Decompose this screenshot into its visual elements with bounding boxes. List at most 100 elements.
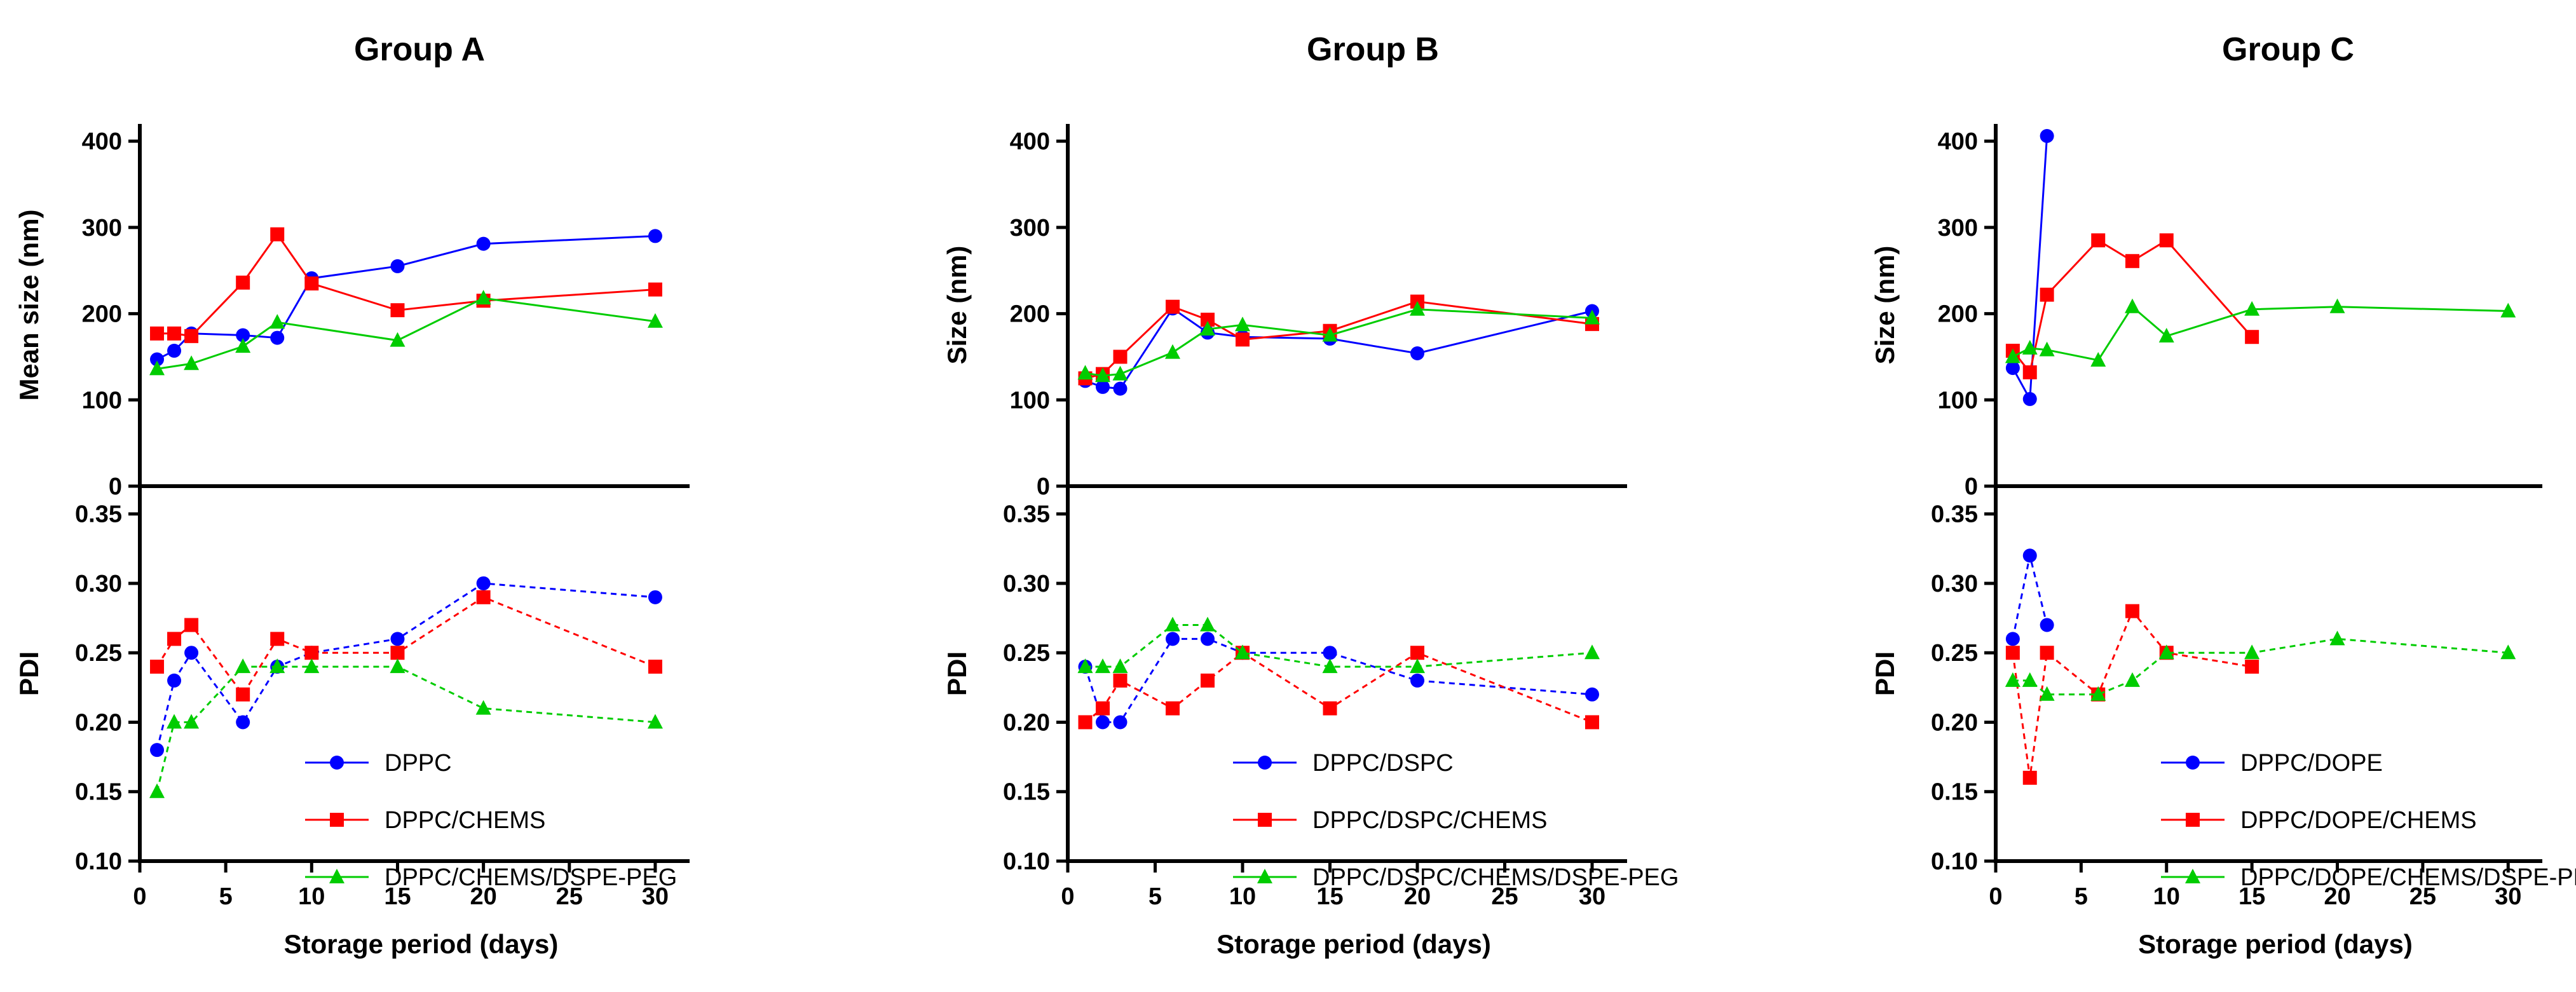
legend-marker [2186,813,2200,827]
size-data-point [2091,233,2106,248]
pdi-series-line [156,582,656,751]
size-series-2 [2005,233,2259,379]
pdi-data-point [2005,632,2020,646]
pdi-data-point [1096,701,1110,716]
size-data-point [2159,233,2174,248]
size-data-point [2022,365,2037,379]
size-data-point [149,360,165,376]
pdi-series-3 [149,658,663,798]
size-data-point [1201,313,1215,327]
pdi-series-1 [2005,548,2054,646]
legend-marker [2186,756,2200,770]
legend-label: DPPC [385,750,452,777]
pdi-y-tick-label: 0.15 [75,779,122,806]
pdi-y-tick-label: 0.35 [1931,501,1978,528]
size-data-point [1200,321,1215,336]
pdi-panel: 0.10 0.15 0.20 0.25 0.30 0.35 PDI [14,486,690,875]
legend-marker [2185,869,2200,883]
pdi-data-point [648,660,662,674]
size-data-point [2022,391,2037,406]
pdi-data-point [235,658,251,674]
chart-title: Group B [1307,31,1439,68]
legend-label: DPPC/DOPE [2240,750,2383,777]
pdi-data-point [2125,672,2140,687]
size-panel: 0 100 200 300 400 Size (nm) [942,124,1627,500]
size-y-tick-label: 200 [82,301,122,328]
size-data-point [167,326,182,341]
pdi-data-point [476,576,491,590]
size-data-point [270,227,285,241]
size-y-tick-label: 0 [109,473,122,500]
size-data-point [167,343,182,358]
size-data-point [269,314,285,329]
pdi-data-point [2040,646,2054,660]
pdi-data-point [167,673,182,688]
pdi-data-point [2022,770,2037,785]
pdi-data-point [2125,604,2139,618]
size-data-point [2005,361,2020,376]
x-tick-label: 30 [1579,883,1605,910]
size-data-point [1095,367,1110,383]
pdi-data-point [475,700,491,715]
size-y-tick-label: 200 [1010,301,1050,328]
legend-marker [1258,756,1272,770]
pdi-y-tick-label: 0.20 [75,709,122,736]
pdi-data-point [1095,658,1110,674]
pdi-data-point [1585,687,1599,702]
size-y-axis-title: Mean size (nm) [14,209,44,400]
legend-item: DPPC/DOPE/CHEMS [2161,807,2477,834]
pdi-data-point [2022,548,2037,563]
size-data-point [1096,379,1110,394]
pdi-data-point [648,590,662,604]
size-y-axis-title: Size (nm) [942,246,972,365]
pdi-data-point [236,687,250,702]
legend-item: DPPC/DSPC/CHEMS/DSPE-PEG [1233,864,1679,891]
pdi-data-point [1112,658,1128,674]
size-y-axis-title: Size (nm) [1870,246,1900,365]
pdi-data-point [2022,672,2038,687]
legend-marker [329,869,344,883]
size-data-point [2329,298,2345,313]
x-axis-title: Storage period (days) [2138,929,2413,959]
size-data-point [184,329,199,343]
x-tick-label: 15 [384,883,411,910]
pdi-y-tick-label: 0.10 [75,848,122,875]
pdi-data-point [1113,673,1128,688]
legend-item: DPPC [305,750,452,777]
pdi-y-tick-label: 0.10 [1003,848,1050,875]
size-data-point [1166,299,1180,314]
pdi-data-point [2245,660,2259,674]
pdi-panel: 0.10 0.15 0.20 0.25 0.30 0.35 PDI [1870,486,2542,875]
pdi-data-point [1235,644,1250,660]
size-series-1 [2005,129,2054,406]
size-data-point [2125,298,2140,313]
size-data-point [150,352,165,367]
pdi-data-point [1410,646,1424,660]
legend-label: DPPC/CHEMS/DSPE-PEG [385,864,677,891]
size-data-point [1236,332,1250,347]
size-series-line [1085,307,1593,390]
size-data-point [2005,348,2021,364]
size-data-point [390,259,405,273]
pdi-y-tick-label: 0.35 [75,501,122,528]
pdi-data-point [1410,658,1425,674]
size-data-point [1410,346,1424,360]
size-y-tick-label: 300 [82,215,122,241]
pdi-data-point [2005,672,2021,687]
size-panel: 0 100 200 300 400 Size (nm) [1870,124,2542,500]
pdi-series-line [1084,651,1593,723]
pdi-y-tick-label: 0.30 [75,571,122,597]
size-y-tick-label: 0 [1965,473,1978,500]
pdi-data-point [149,783,165,798]
size-series-1 [150,229,662,367]
pdi-data-point [167,714,182,729]
size-data-point [390,303,405,318]
pdi-y-tick-label: 0.15 [1003,779,1050,806]
size-data-point [2022,339,2038,355]
size-data-point [2039,341,2055,357]
pdi-data-point [2158,644,2174,660]
pdi-data-point [150,743,165,758]
